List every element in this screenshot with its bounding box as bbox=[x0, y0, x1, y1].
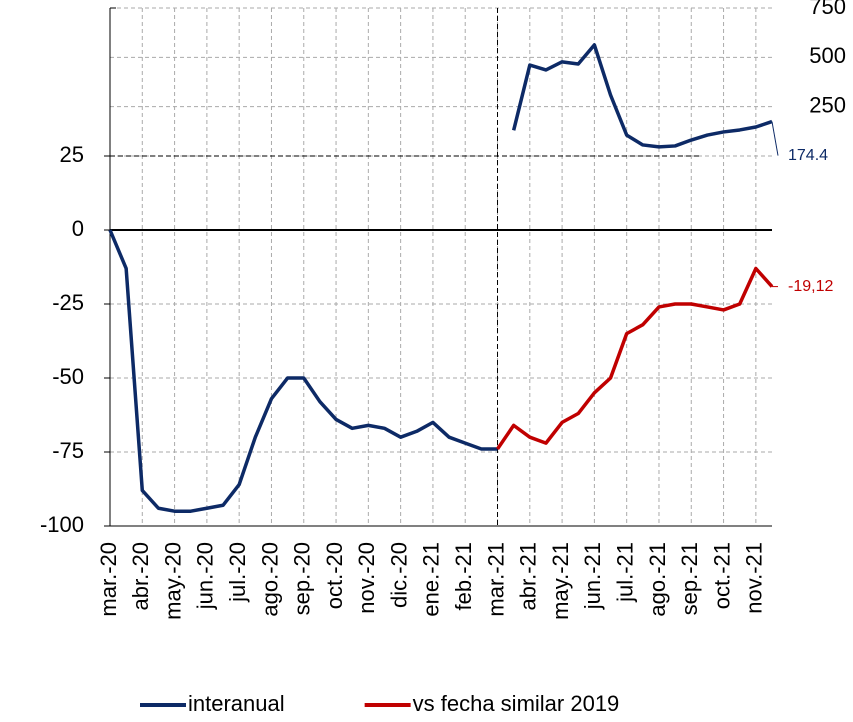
y-tick-label: -100 bbox=[40, 512, 84, 537]
x-tick-label: oct.-21 bbox=[709, 542, 734, 609]
x-tick-label: abr.-20 bbox=[128, 542, 153, 611]
x-tick-label: jul.-21 bbox=[612, 542, 637, 603]
x-tick-label: jul.-20 bbox=[225, 542, 250, 603]
y-tick-label: 25 bbox=[60, 142, 84, 167]
y2-tick-label: 500 bbox=[809, 43, 846, 68]
x-tick-label: may.-20 bbox=[160, 542, 185, 620]
y-tick-label: -75 bbox=[52, 438, 84, 463]
x-tick-label: oct.-20 bbox=[322, 542, 347, 609]
x-tick-label: abr.-21 bbox=[516, 542, 541, 611]
series-line bbox=[496, 266, 774, 451]
x-tick-label: ago.-21 bbox=[645, 542, 670, 617]
legend-label: vs fecha similar 2019 bbox=[413, 691, 620, 716]
y2-tick-label: 750 bbox=[809, 0, 846, 19]
y-tick-label: 0 bbox=[72, 216, 84, 241]
x-tick-label: sep.-21 bbox=[677, 542, 702, 615]
label-leader bbox=[771, 121, 779, 156]
x-tick-label: ago.-20 bbox=[257, 542, 282, 617]
y-tick-label: -50 bbox=[52, 364, 84, 389]
x-tick-label: nov.-21 bbox=[742, 542, 767, 614]
y2-tick-label: 250 bbox=[809, 92, 846, 117]
x-tick-label: ene.-21 bbox=[419, 542, 444, 617]
x-tick-label: may.-21 bbox=[548, 542, 573, 620]
x-tick-label: nov.-20 bbox=[354, 542, 379, 614]
x-tick-label: sep.-20 bbox=[290, 542, 315, 615]
legend-label: interanual bbox=[188, 691, 285, 716]
x-tick-label: mar.-21 bbox=[483, 542, 508, 617]
y-tick-label: -25 bbox=[52, 290, 84, 315]
x-tick-label: jun.-21 bbox=[580, 542, 605, 610]
value-label: -19,12 bbox=[788, 278, 833, 295]
series-line bbox=[511, 43, 773, 149]
x-tick-label: mar.-20 bbox=[96, 542, 121, 617]
x-tick-label: dic.-20 bbox=[386, 542, 411, 608]
x-tick-label: jun.-20 bbox=[193, 542, 218, 610]
x-tick-label: feb.-21 bbox=[451, 542, 476, 611]
value-label: 174.4 bbox=[788, 147, 828, 164]
series-line bbox=[108, 229, 498, 513]
